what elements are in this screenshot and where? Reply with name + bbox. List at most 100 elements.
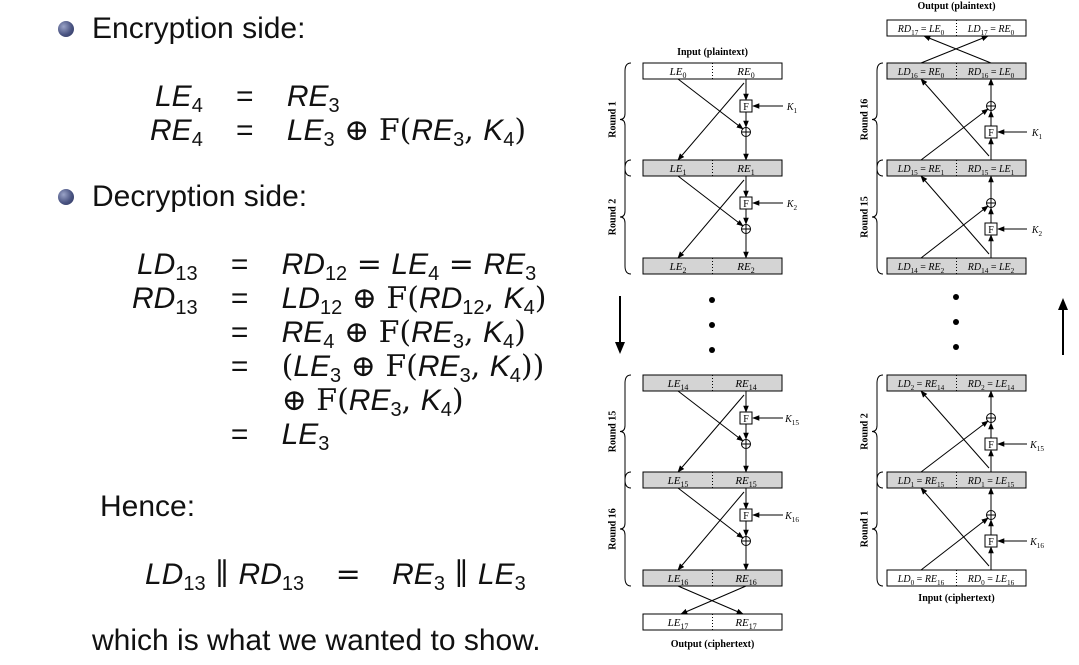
block-left-label: RD17​ = LE0​ <box>897 24 945 37</box>
flow-arrow <box>677 487 744 539</box>
flow-arrow <box>920 35 989 64</box>
block-left-label: LE17​ <box>667 617 689 631</box>
block-right-label: RE17​ <box>734 617 756 631</box>
equals-sign: = <box>236 114 254 147</box>
dec-equation-row: = (LE3 ⊕ F(RE3, K4)) <box>132 349 546 387</box>
equation-lhs: RE4 <box>150 114 203 151</box>
output-plaintext-label: Output (plaintext) <box>917 1 995 12</box>
equals-sign: = <box>230 350 249 383</box>
round-label: Round 15 <box>607 411 618 452</box>
continuation-dot <box>709 347 715 353</box>
equals-sign: = <box>230 418 249 451</box>
data-block <box>642 613 783 631</box>
block-left-label: LE14​ <box>667 378 689 392</box>
block-left-label: LE15​ <box>667 475 689 489</box>
round-label: Round 15 <box>859 196 870 237</box>
block-right-label: RD15​ = LE1​ <box>967 164 1015 177</box>
f-function-label: F <box>743 414 749 425</box>
flow-arrow <box>920 420 989 473</box>
block-right-label: RE14​ <box>734 378 756 392</box>
dec-equation-row: LD13 = RD12 = LE4 = RE3 <box>132 247 546 285</box>
f-function-label: F <box>743 199 749 210</box>
block-right-label: RE16​ <box>734 573 756 587</box>
round-label: Round 2 <box>859 413 870 449</box>
down-arrow-head-icon <box>615 342 625 354</box>
block-left-label: LD16​ = RE0​ <box>897 67 945 80</box>
enc-equation-row: LE4 = RE3 <box>150 80 526 117</box>
round-brace <box>619 471 632 587</box>
block-right-label: RE15​ <box>734 475 756 489</box>
round-key-label: K15​ <box>1029 440 1044 453</box>
flow-arrow <box>677 179 745 259</box>
flow-arrow <box>677 82 745 161</box>
data-block <box>642 257 783 275</box>
block-left-label: LE2​ <box>669 261 687 275</box>
flow-arrow <box>920 108 989 161</box>
equation-rhs: LD12 ⊕ F(RD12, K4) <box>281 281 547 319</box>
round-key-label: K2​ <box>1031 225 1043 238</box>
equation-lhs: LD13 <box>136 248 198 285</box>
block-left-label: LE1​ <box>669 163 687 177</box>
equation-rhs: LE3 <box>281 418 330 455</box>
round-label: Round 16 <box>607 508 618 549</box>
flow-arrow <box>920 175 990 255</box>
block-right-label: RD14​ = LE2​ <box>967 262 1015 275</box>
round-key-label: K2​ <box>786 199 798 212</box>
round-brace <box>871 471 884 587</box>
block-left-label: LD15​ = RE1​ <box>897 164 945 177</box>
flow-arrow <box>920 390 990 469</box>
flow-arrow <box>923 35 992 64</box>
flow-arrow <box>920 487 990 567</box>
f-function-label: F <box>988 225 994 236</box>
round-key-label: K16​ <box>1029 537 1044 550</box>
block-right-label: RE1​ <box>736 163 754 177</box>
equation-rhs: (LE3 ⊕ F(RE3, K4)) <box>281 349 545 387</box>
diagram-extras <box>615 294 1068 355</box>
flow-arrow <box>677 175 744 227</box>
continuation-dot <box>709 297 715 303</box>
encryption-feistel-diagram: LE0​ RE0​ LE1​ RE1​ LE2​ RE2​ LE14​ RE14​ LE15​ R… <box>607 47 799 650</box>
round-key-label: K1​ <box>1031 128 1043 141</box>
encryption-side-item: Encryption side: <box>58 12 305 46</box>
continuation-dot <box>953 319 959 325</box>
data-block <box>642 159 783 177</box>
block-left-label: LD1​ = RE15​ <box>897 476 945 489</box>
up-arrow-head-icon <box>1058 298 1068 310</box>
dec-equation-row: RD13 = LD12 ⊕ F(RD12, K4) <box>132 281 547 319</box>
input-plaintext-label: Input (plaintext) <box>677 47 748 58</box>
block-right-label: RD1​ = LE15​ <box>967 476 1015 489</box>
flow-arrow <box>677 491 745 571</box>
block-left-label: LE0​ <box>669 66 687 80</box>
f-function-label: F <box>743 511 749 522</box>
round-brace <box>619 62 632 177</box>
data-block <box>642 374 783 392</box>
decryption-equations: LD13 = RD12 = LE4 = RE3 RD13 = LD12 ⊕ F(RD12,… <box>132 247 547 455</box>
hence-label: Hence: <box>100 490 196 523</box>
f-function-label: F <box>988 537 994 548</box>
flow-arrow <box>920 205 989 259</box>
data-block <box>642 62 783 80</box>
continuation-dot <box>709 322 715 328</box>
round-key-label: K16​ <box>784 511 799 524</box>
flow-arrow <box>677 78 744 130</box>
equation-rhs: RE3 <box>286 80 340 117</box>
bullet-icon <box>58 189 74 205</box>
block-right-label: RD16​ = LE0​ <box>967 67 1015 80</box>
round-brace <box>619 374 632 489</box>
round-label: Round 1 <box>607 101 618 137</box>
f-function-label: F <box>988 440 994 451</box>
equation-rhs: LE3 ⊕ F(RE3, K4) <box>286 113 527 151</box>
encryption-heading: Encryption side: <box>92 12 306 45</box>
round-label: Round 16 <box>859 99 870 140</box>
equation-rhs: RD12 = LE4 = RE3 <box>281 247 537 285</box>
equation-rhs: ⊕ F(RE3, K4) <box>281 383 464 421</box>
data-block <box>642 569 783 587</box>
closing-statement: which is what we wanted to show. <box>92 624 541 657</box>
concat-equation: LD13 ∥ RD13 = RE3 ∥ LE3 <box>145 557 526 595</box>
input-ciphertext-label: Input (ciphertext) <box>918 593 994 604</box>
flow-arrow <box>920 78 990 157</box>
block-left-label: LE16​ <box>667 573 689 587</box>
equation-lhs: RD13 <box>132 282 198 319</box>
round-key-label: K1​ <box>786 102 798 115</box>
